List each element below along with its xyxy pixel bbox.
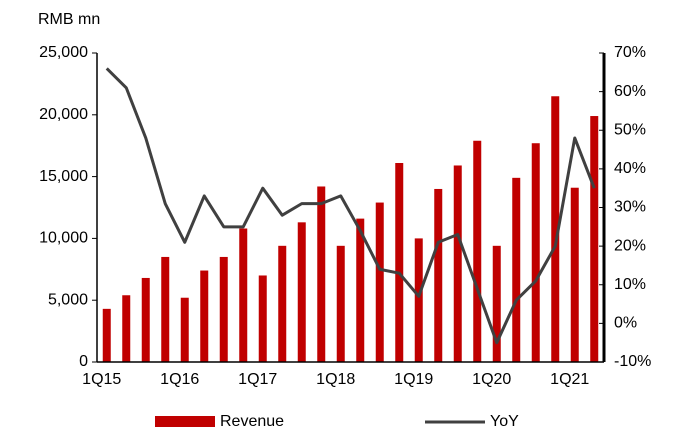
bar <box>122 295 131 362</box>
bar <box>336 245 345 362</box>
y2-tick-label: 50% <box>614 121 646 138</box>
y2-tick-label: 40% <box>614 160 646 177</box>
y-tick-label: 5,000 <box>48 291 88 308</box>
x-tick-label: 1Q17 <box>238 371 277 388</box>
bar <box>512 177 521 362</box>
bar <box>317 186 326 362</box>
y-tick-label: 0 <box>79 353 88 370</box>
y2-tick-label: 20% <box>614 237 646 254</box>
line <box>105 67 596 345</box>
bar <box>200 270 209 362</box>
x-tick-label: 1Q20 <box>472 371 511 388</box>
x-tick-label: 1Q15 <box>82 371 121 388</box>
x-tick-label: 1Q18 <box>316 371 355 388</box>
bar <box>414 238 423 362</box>
y-tick-label: 15,000 <box>39 168 88 185</box>
y-tick-label: 10,000 <box>39 230 88 247</box>
y2-tick-label: 10% <box>614 276 646 293</box>
x-tick-label: 1Q21 <box>550 371 589 388</box>
y2-tick-label: 60% <box>614 83 646 100</box>
bar <box>102 308 111 362</box>
y-tick-label: 20,000 <box>39 106 88 123</box>
y2-tick-label: -10% <box>614 353 651 370</box>
bar <box>297 222 306 362</box>
y-tick-label: 25,000 <box>39 44 88 61</box>
bar <box>258 275 267 362</box>
legend-swatch <box>155 416 215 427</box>
y-unit-label: RMB mn <box>38 11 100 28</box>
bar <box>278 245 287 362</box>
bar <box>551 96 560 362</box>
y2-tick-label: 70% <box>614 44 646 61</box>
bar <box>492 245 501 362</box>
bar <box>531 143 540 362</box>
bar <box>239 228 248 362</box>
bar <box>395 163 404 362</box>
legend-label: YoY <box>490 413 519 430</box>
bar <box>219 256 228 362</box>
x-tick-label: 1Q16 <box>160 371 199 388</box>
y2-tick-label: 30% <box>614 199 646 216</box>
bar <box>161 256 170 362</box>
bar <box>141 277 150 362</box>
bar <box>590 116 599 362</box>
legend-label: Revenue <box>220 413 284 430</box>
bar <box>473 140 482 362</box>
bar <box>434 188 443 362</box>
x-tick-label: 1Q19 <box>394 371 433 388</box>
bar <box>570 187 579 362</box>
bar <box>375 202 384 362</box>
y2-tick-label: 0% <box>614 315 637 332</box>
bar <box>453 165 462 362</box>
bar <box>356 218 365 362</box>
bar <box>180 297 189 362</box>
